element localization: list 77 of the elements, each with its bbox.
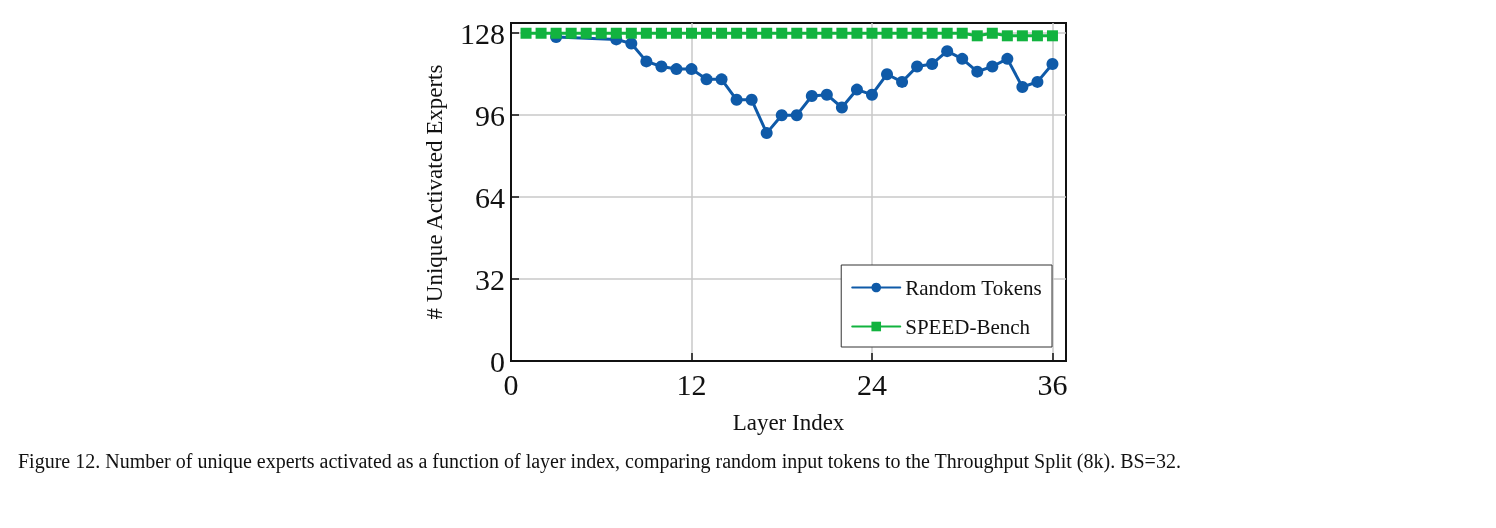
point [640,55,653,68]
point [986,27,998,39]
point [836,27,848,39]
point [865,88,878,101]
point [956,52,969,65]
point [520,27,532,39]
x-tick-label: 24 [856,367,887,401]
point [700,73,713,86]
point [746,27,758,39]
y-tick-label: 96 [475,98,505,132]
point [881,27,893,39]
point [850,83,863,96]
point [971,30,983,42]
point [791,27,803,39]
point [956,27,968,39]
point [761,27,773,39]
point [821,27,833,39]
point [625,27,637,39]
point [580,27,592,39]
point [1046,57,1059,70]
point [806,27,818,39]
point [595,27,607,39]
point [775,109,788,122]
point [911,27,923,39]
point [1046,30,1058,42]
point [926,57,939,70]
point [1001,30,1013,42]
point [731,27,743,39]
point [790,109,803,122]
point [986,60,999,73]
y-tick-label: 32 [475,262,505,296]
point [911,60,924,73]
point [941,45,954,58]
point [760,127,773,140]
point [941,27,953,39]
point [610,27,622,39]
point [896,27,908,39]
point [685,27,697,39]
y-tick-label: 128 [460,16,505,50]
point [685,63,698,76]
point [881,68,894,81]
point [565,27,577,39]
point [715,73,728,86]
point [640,27,652,39]
y-tick-label: 0 [490,344,505,378]
point [851,27,863,39]
point [670,63,683,76]
y-tick-label: 64 [475,180,505,214]
point [776,27,788,39]
x-tick-label: 12 [676,367,707,401]
y-axis-title: # Unique Activated Experts [422,64,447,320]
point [716,27,728,39]
point [745,93,758,106]
x-tick-label: 36 [1037,367,1068,401]
point [1031,75,1044,88]
point [926,27,938,39]
point [835,101,848,114]
point [1016,81,1029,94]
point [1001,52,1014,65]
x-axis-title: Layer Index [732,410,845,435]
point [670,27,682,39]
point [730,93,743,106]
caption: Figure 12. Number of unique experts activated as a function of layer index, comparing random input tokens to the Throughput Split (8k). BS=32. [18,449,1182,474]
legend-label: Random Tokens [905,275,1042,300]
point [655,27,667,39]
point [971,65,984,78]
point [655,60,668,73]
point [550,27,562,39]
legend-label: SPEED-Bench [905,314,1031,339]
point [535,27,547,39]
point [896,75,909,88]
point [866,27,878,39]
point [820,88,833,101]
point [701,27,713,39]
point [805,89,818,102]
point [1031,30,1043,42]
point [1016,30,1028,42]
